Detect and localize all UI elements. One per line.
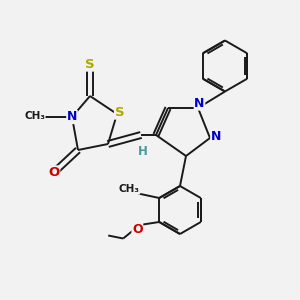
Text: N: N — [67, 110, 77, 124]
Text: N: N — [211, 130, 221, 143]
Text: H: H — [138, 145, 147, 158]
Text: CH₃: CH₃ — [119, 184, 140, 194]
Text: O: O — [48, 166, 60, 179]
Text: CH₃: CH₃ — [24, 110, 45, 121]
Text: S: S — [115, 106, 124, 119]
Text: S: S — [85, 58, 95, 71]
Text: O: O — [132, 223, 142, 236]
Text: N: N — [194, 97, 205, 110]
